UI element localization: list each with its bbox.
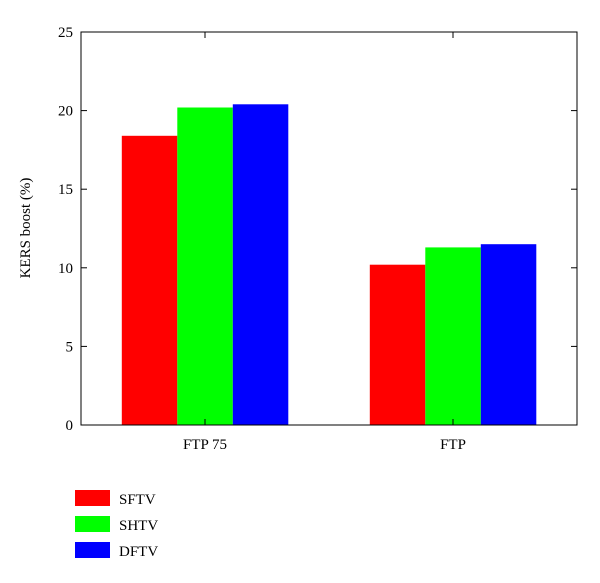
y-tick-label-15: 15 <box>58 182 73 198</box>
bar-sftv-ftp-75 <box>121 135 178 426</box>
y-tick-labels: 0 5 10 15 20 25 <box>58 25 73 434</box>
x-tick-labels: FTP 75 FTP <box>183 437 466 453</box>
x-tick-label-0: FTP 75 <box>183 437 227 453</box>
bar-shtv-ftp <box>425 247 481 425</box>
bars-group <box>121 104 537 426</box>
bar-dftv-ftp <box>480 244 537 425</box>
y-tick-label-20: 20 <box>58 104 73 120</box>
plot-frame <box>80 31 578 426</box>
y-tick-label-10: 10 <box>58 261 73 277</box>
legend-label-sftv: SFTV <box>119 492 156 508</box>
y-tick-label-5: 5 <box>66 339 74 355</box>
bar-sftv-ftp <box>369 264 426 425</box>
legend-swatch-shtv <box>75 516 110 532</box>
legend-label-shtv: SHTV <box>119 518 158 534</box>
bar-dftv-ftp-75 <box>232 104 289 426</box>
y-tick-label-0: 0 <box>66 418 74 434</box>
y-tick-label-25: 25 <box>58 25 73 41</box>
legend-label-dftv: DFTV <box>119 544 158 560</box>
x-tick-label-1: FTP <box>440 437 466 453</box>
legend-swatch-sftv <box>75 490 110 506</box>
bar-shtv-ftp-75 <box>177 107 233 425</box>
y-axis-label: KERS boost (%) <box>18 178 34 279</box>
legend-swatch-dftv <box>75 542 110 558</box>
legend: SFTV SHTV DFTV <box>75 490 158 560</box>
